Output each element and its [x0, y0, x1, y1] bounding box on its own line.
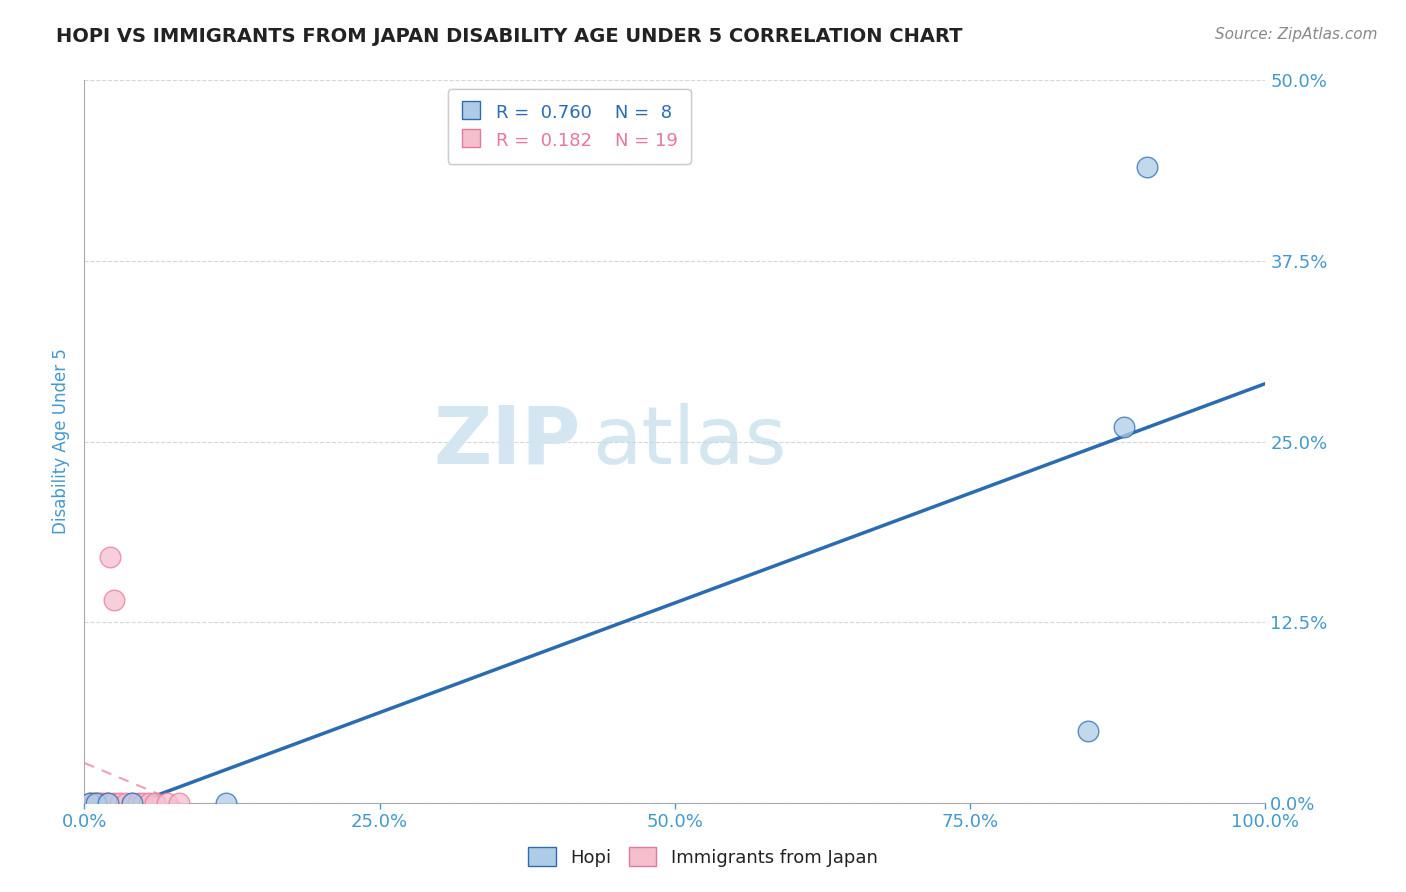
Point: [103, 593, 125, 607]
Point: [215, 796, 238, 810]
Point: [1077, 723, 1099, 738]
Text: atlas: atlas: [592, 402, 786, 481]
Point: [98, 550, 121, 565]
Point: [114, 796, 136, 810]
Text: ZIP: ZIP: [433, 402, 581, 481]
Point: [138, 796, 160, 810]
Point: [83, 796, 105, 810]
Point: [121, 796, 143, 810]
Legend: R =  0.760    N =  8, R =  0.182    N = 19: R = 0.760 N = 8, R = 0.182 N = 19: [447, 89, 690, 163]
Text: Source: ZipAtlas.com: Source: ZipAtlas.com: [1215, 27, 1378, 42]
Point: [127, 796, 149, 810]
Text: HOPI VS IMMIGRANTS FROM JAPAN DISABILITY AGE UNDER 5 CORRELATION CHART: HOPI VS IMMIGRANTS FROM JAPAN DISABILITY…: [56, 27, 963, 45]
Point: [103, 796, 125, 810]
Point: [84, 796, 107, 810]
Point: [1136, 160, 1159, 174]
Point: [84, 796, 107, 810]
Point: [91, 796, 114, 810]
Point: [167, 796, 190, 810]
Point: [156, 796, 179, 810]
Point: [97, 796, 120, 810]
Point: [121, 796, 143, 810]
Point: [132, 796, 155, 810]
Point: [79, 796, 101, 810]
Legend: Hopi, Immigrants from Japan: Hopi, Immigrants from Japan: [522, 840, 884, 874]
Point: [87, 796, 110, 810]
Point: [94, 796, 117, 810]
Point: [79, 796, 101, 810]
Point: [1112, 420, 1135, 434]
Point: [97, 796, 120, 810]
Point: [108, 796, 131, 810]
Y-axis label: Disability Age Under 5: Disability Age Under 5: [52, 349, 70, 534]
Point: [143, 796, 166, 810]
